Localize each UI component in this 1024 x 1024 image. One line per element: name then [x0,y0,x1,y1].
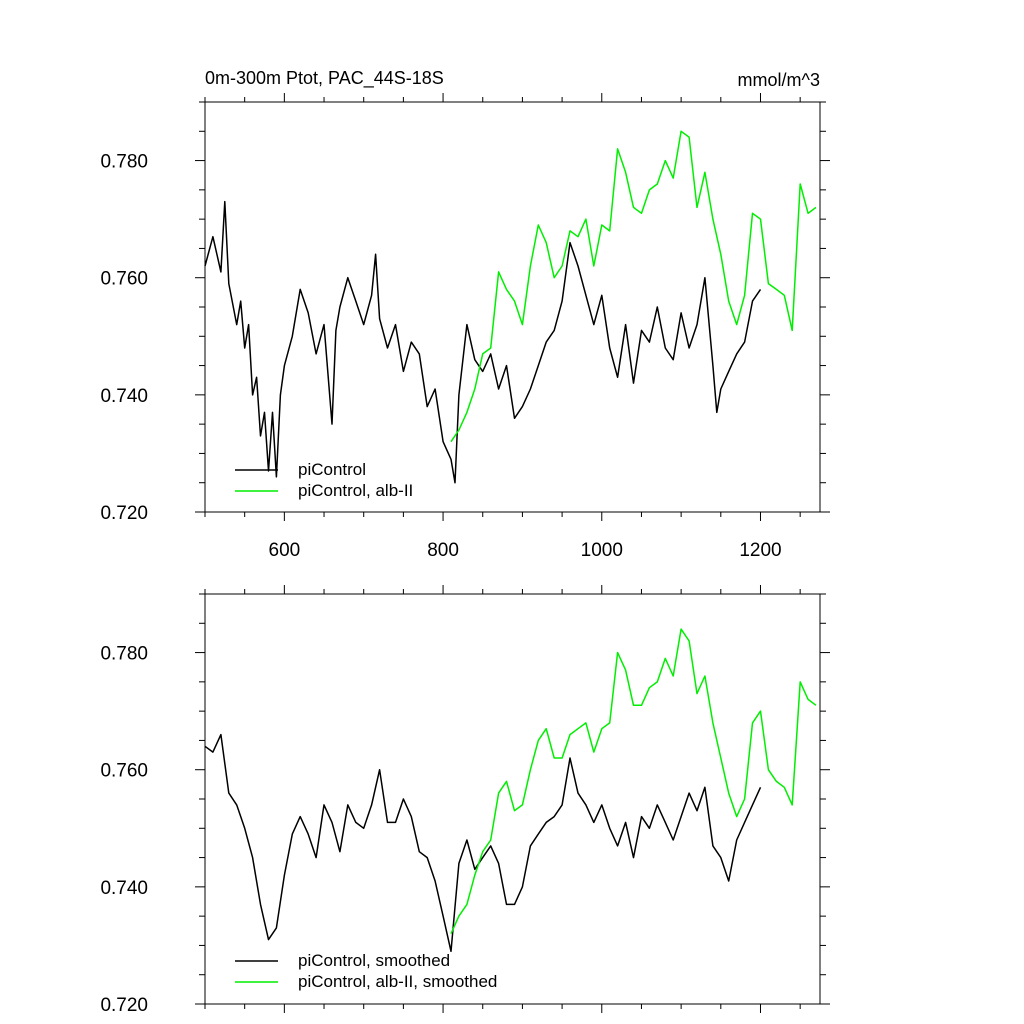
bottom-series-1-line [450,628,817,935]
bottom-legend-label-0: piControl, smoothed [298,951,450,970]
top-xtick-label: 600 [269,540,301,561]
top-ytick-label: 0.760 [100,269,148,290]
top-legend-label-1: piControl, alb-II [298,481,413,500]
top-xtick-label: 800 [427,540,459,561]
bottom-ytick-label: 0.760 [100,761,148,782]
bottom-series-0-line [204,733,762,953]
bottom-ytick-label: 0.780 [100,644,148,665]
bottom-legend-label-1: piControl, alb-II, smoothed [298,972,497,991]
top-ytick-label: 0.720 [100,503,148,524]
bottom-series-lines [204,628,817,953]
bottom-axes: 0.720 0.740 0.760 0.780 [100,585,830,1016]
top-series-0-line [204,200,762,484]
top-xtick-label: 1000 [581,540,623,561]
top-ytick-label: 0.740 [100,386,148,407]
top-panel: 0m-300m Ptot, PAC_44S-18S mmol/m^3 0.720… [100,68,830,561]
top-ytick-label: 0.780 [100,152,148,173]
top-legend-label-0: piControl [298,460,366,479]
bottom-ytick-label: 0.740 [100,878,148,899]
bottom-panel: 0.720 0.740 0.760 0.780 piControl, smoothed… [100,585,830,1016]
top-legend: piControl piControl, alb-II [235,460,413,500]
top-series-1-line [450,130,817,443]
top-xtick-label: 1200 [739,540,781,561]
top-units: mmol/m^3 [738,70,820,90]
top-series-lines [204,130,817,484]
bottom-legend: piControl, smoothed piControl, alb-II, s… [235,951,497,991]
top-title: 0m-300m Ptot, PAC_44S-18S [205,68,444,89]
bottom-ytick-label: 0.720 [100,995,148,1016]
top-axes: 0.720 0.740 0.760 0.780 600 800 1000 1200 [100,93,830,561]
bottom-plot-frame [204,593,821,1005]
